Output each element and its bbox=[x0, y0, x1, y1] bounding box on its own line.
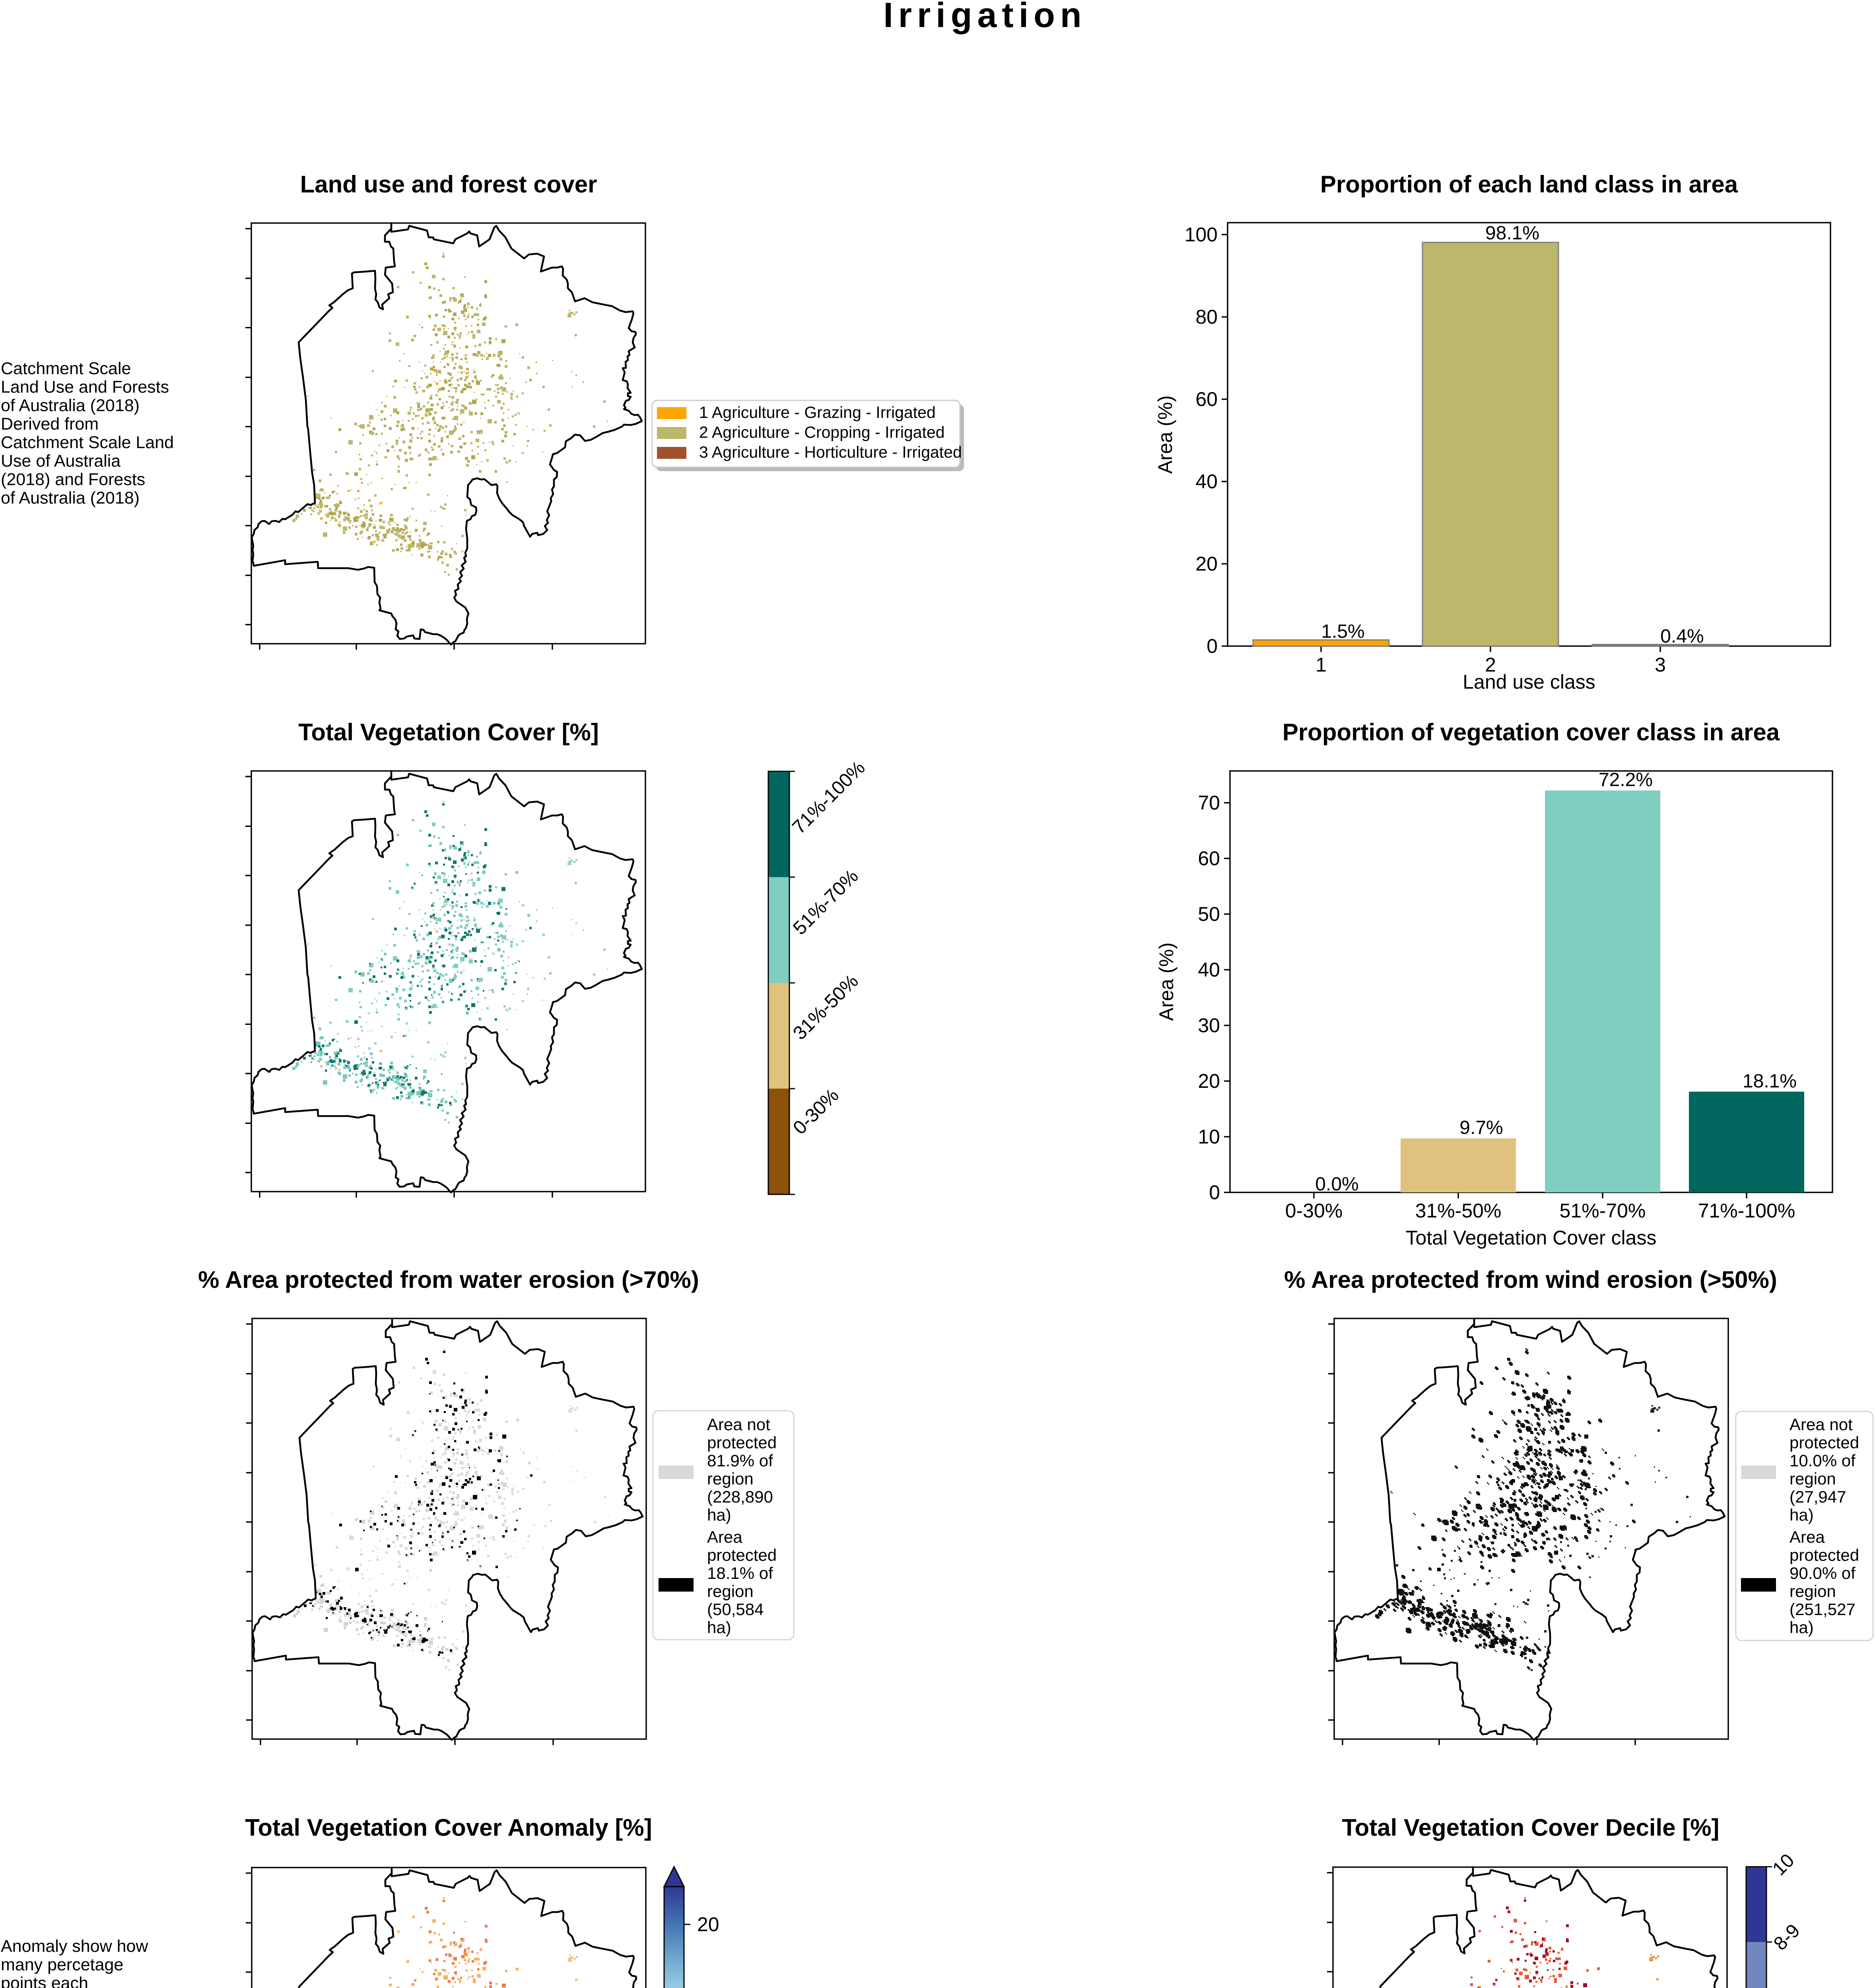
svg-text:Anomaly show how: Anomaly show how bbox=[1, 1937, 148, 1956]
svg-text:98.1%: 98.1% bbox=[1485, 223, 1539, 244]
svg-text:many percetage: many percetage bbox=[1, 1955, 123, 1974]
svg-text:0.0%: 0.0% bbox=[1315, 1174, 1358, 1195]
svg-text:ha): ha) bbox=[707, 1618, 731, 1637]
svg-text:3: 3 bbox=[1655, 654, 1666, 676]
svg-text:0-30%: 0-30% bbox=[1285, 1200, 1343, 1222]
svg-text:Irrigation: Irrigation bbox=[883, 0, 1086, 35]
svg-text:Total Vegetation Cover Decile: Total Vegetation Cover Decile [%] bbox=[1342, 1814, 1719, 1841]
svg-text:40: 40 bbox=[1195, 470, 1218, 493]
svg-text:70: 70 bbox=[1198, 792, 1220, 814]
svg-text:20: 20 bbox=[1195, 553, 1218, 575]
svg-text:Area: Area bbox=[707, 1528, 742, 1546]
svg-text:Area (%): Area (%) bbox=[1155, 942, 1177, 1021]
svg-text:71%-100%: 71%-100% bbox=[1698, 1200, 1795, 1222]
svg-text:50: 50 bbox=[1198, 903, 1220, 925]
svg-text:points each: points each bbox=[1, 1974, 88, 1988]
svg-text:0.4%: 0.4% bbox=[1660, 626, 1704, 647]
svg-text:protected: protected bbox=[707, 1546, 777, 1565]
svg-text:30: 30 bbox=[1198, 1014, 1220, 1037]
svg-text:protected: protected bbox=[707, 1433, 777, 1452]
svg-text:Land Use and Forests: Land Use and Forests bbox=[1, 378, 169, 397]
svg-text:51%-70%: 51%-70% bbox=[1560, 1200, 1646, 1222]
svg-text:20: 20 bbox=[1198, 1070, 1220, 1092]
svg-text:0: 0 bbox=[1209, 1181, 1220, 1204]
svg-text:% Area protected from wind ero: % Area protected from wind erosion (>50%… bbox=[1284, 1266, 1777, 1293]
svg-text:Catchment Scale: Catchment Scale bbox=[1, 359, 131, 378]
svg-text:of Australia (2018): of Australia (2018) bbox=[1, 396, 140, 415]
svg-text:1.5%: 1.5% bbox=[1321, 621, 1364, 642]
svg-text:region: region bbox=[1790, 1470, 1836, 1488]
svg-text:Land use class: Land use class bbox=[1463, 671, 1595, 693]
svg-text:region: region bbox=[1790, 1582, 1836, 1601]
svg-text:60: 60 bbox=[1198, 847, 1220, 870]
svg-text:81.9% of: 81.9% of bbox=[707, 1451, 773, 1470]
svg-text:18.1%: 18.1% bbox=[1743, 1071, 1797, 1092]
svg-text:Total Vegetation Cover [%]: Total Vegetation Cover [%] bbox=[298, 719, 599, 746]
svg-text:(228,890: (228,890 bbox=[707, 1487, 773, 1506]
svg-text:90.0% of: 90.0% of bbox=[1790, 1564, 1856, 1582]
svg-text:18.1% of: 18.1% of bbox=[707, 1564, 773, 1582]
svg-text:Land use and forest cover: Land use and forest cover bbox=[300, 171, 597, 198]
svg-text:60: 60 bbox=[1195, 388, 1218, 410]
svg-text:Area not: Area not bbox=[1790, 1415, 1853, 1434]
svg-text:(251,527: (251,527 bbox=[1790, 1600, 1856, 1619]
svg-text:40: 40 bbox=[1198, 959, 1220, 981]
svg-text:Use of Australia: Use of Australia bbox=[1, 452, 120, 471]
svg-text:Proportion of each land class: Proportion of each land class in area bbox=[1320, 171, 1738, 198]
svg-text:region: region bbox=[707, 1582, 754, 1601]
svg-text:(2018) and Forests: (2018) and Forests bbox=[1, 470, 145, 489]
svg-text:Catchment Scale Land: Catchment Scale Land bbox=[1, 433, 174, 452]
svg-text:20: 20 bbox=[697, 1913, 719, 1936]
svg-text:Derived from: Derived from bbox=[1, 415, 99, 434]
svg-text:(50,584: (50,584 bbox=[707, 1600, 764, 1619]
svg-text:Area not: Area not bbox=[707, 1415, 770, 1434]
svg-text:ha): ha) bbox=[1790, 1506, 1814, 1524]
svg-text:Area (%): Area (%) bbox=[1154, 395, 1176, 474]
svg-text:1: 1 bbox=[1315, 654, 1327, 676]
svg-text:3 Agriculture - Horticulture -: 3 Agriculture - Horticulture - Irrigated bbox=[699, 443, 962, 461]
svg-text:9.7%: 9.7% bbox=[1459, 1117, 1503, 1138]
svg-text:Area: Area bbox=[1790, 1528, 1825, 1546]
svg-text:72.2%: 72.2% bbox=[1599, 769, 1653, 790]
svg-text:Proportion of vegetation cover: Proportion of vegetation cover class in … bbox=[1282, 719, 1780, 746]
svg-text:region: region bbox=[707, 1470, 754, 1488]
svg-text:of Australia (2018): of Australia (2018) bbox=[1, 489, 140, 508]
svg-text:Total Vegetation Cover class: Total Vegetation Cover class bbox=[1406, 1227, 1657, 1249]
svg-text:ha): ha) bbox=[1790, 1618, 1814, 1637]
svg-text:1 Agriculture - Grazing - Irri: 1 Agriculture - Grazing - Irrigated bbox=[699, 403, 936, 421]
svg-text:2: 2 bbox=[1485, 654, 1496, 676]
svg-text:Deciles show where the: Deciles show where the bbox=[925, 1987, 1106, 1988]
svg-text:2 Agriculture - Cropping - Irr: 2 Agriculture - Cropping - Irrigated bbox=[699, 423, 945, 441]
svg-text:protected: protected bbox=[1790, 1433, 1859, 1452]
svg-text:(27,947: (27,947 bbox=[1790, 1487, 1846, 1506]
svg-text:80: 80 bbox=[1195, 306, 1218, 328]
svg-text:% Area protected from water er: % Area protected from water erosion (>70… bbox=[198, 1266, 699, 1293]
svg-text:0: 0 bbox=[1207, 635, 1218, 657]
svg-text:protected: protected bbox=[1790, 1546, 1859, 1565]
svg-text:ha): ha) bbox=[707, 1506, 731, 1524]
svg-text:10: 10 bbox=[1198, 1126, 1220, 1148]
svg-text:100: 100 bbox=[1185, 223, 1218, 246]
svg-text:Total Vegetation Cover Anomaly: Total Vegetation Cover Anomaly [%] bbox=[245, 1814, 652, 1841]
svg-text:10.0% of: 10.0% of bbox=[1790, 1451, 1856, 1470]
svg-text:31%-50%: 31%-50% bbox=[1415, 1200, 1502, 1222]
